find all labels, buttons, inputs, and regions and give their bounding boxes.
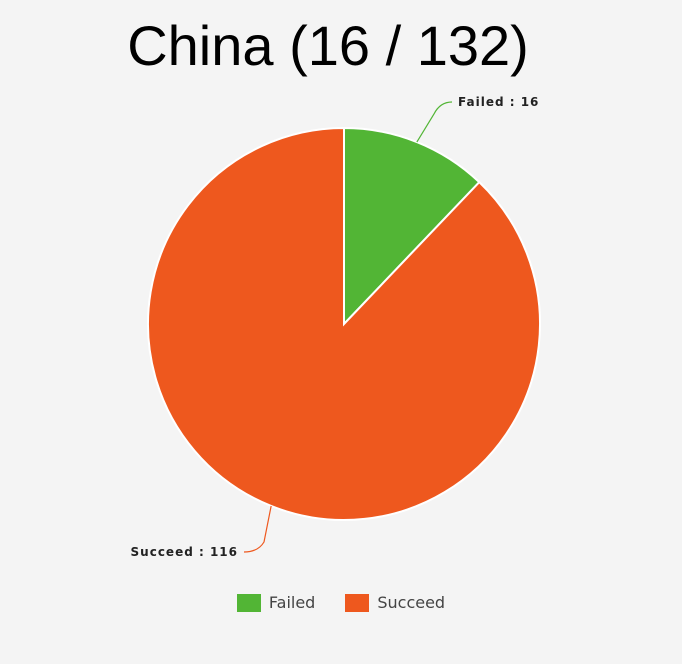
chart-title: China (16 / 132) xyxy=(127,14,529,77)
pie-chart: Failed : 16 Succeed : 116 xyxy=(131,95,541,559)
leader-line-succeed xyxy=(243,505,272,553)
legend: Failed Succeed xyxy=(0,593,682,612)
pie-slice-failed[interactable] xyxy=(343,126,481,327)
legend-label-failed: Failed xyxy=(268,593,316,612)
slice-label-failed: Failed : 16 xyxy=(458,95,539,109)
pie-slices xyxy=(147,126,541,521)
pie-slice-succeed[interactable] xyxy=(147,126,541,521)
legend-item-failed[interactable]: Failed xyxy=(236,593,316,612)
legend-swatch-failed xyxy=(236,593,261,612)
leader-line-failed xyxy=(416,101,453,143)
slice-label-succeed: Succeed : 116 xyxy=(131,545,238,559)
slice-labels: Failed : 16 Succeed : 116 xyxy=(131,95,539,559)
legend-label-succeed: Succeed xyxy=(377,593,446,612)
legend-swatch-succeed xyxy=(345,593,370,612)
legend-item-succeed[interactable]: Succeed xyxy=(345,593,445,612)
